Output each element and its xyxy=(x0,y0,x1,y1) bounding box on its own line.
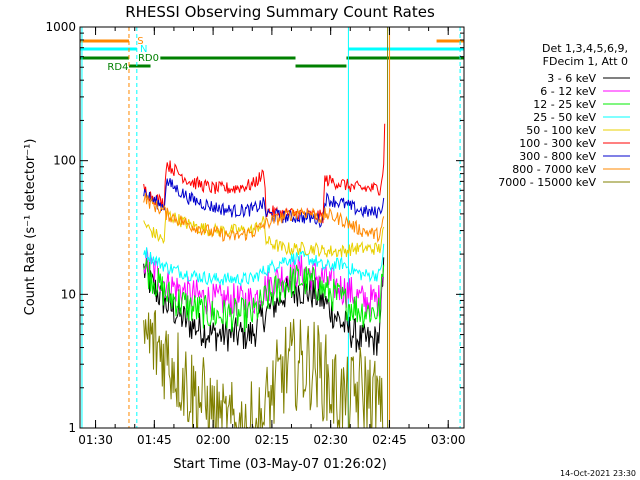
legend-header-line-2: FDecim 1, Att 0 xyxy=(543,55,628,68)
timestamp-label: 14-Oct-2021 23:30 xyxy=(560,469,636,478)
y-axis-label: Count Rate (s⁻¹ detector⁻¹) xyxy=(23,139,38,316)
legend-header-line-1: Det 1,3,4,5,6,9, xyxy=(542,42,628,55)
y-tick-label-3: 1000 xyxy=(45,20,76,34)
series-line-8 xyxy=(143,310,384,429)
legend-label-1: 6 - 12 keV xyxy=(540,85,596,98)
x-tick-label-6: 03:00 xyxy=(431,433,466,447)
plot-frame xyxy=(79,26,465,429)
series-line-3 xyxy=(143,243,385,287)
series-line-6 xyxy=(143,178,385,229)
legend-label-4: 50 - 100 keV xyxy=(526,124,596,137)
series-line-0 xyxy=(143,257,385,356)
x-axis-label: Start Time (03-May-07 01:26:02) xyxy=(173,457,387,472)
series-line-7 xyxy=(143,193,385,243)
y-tick-label-1: 10 xyxy=(61,287,76,301)
x-tick-label-4: 02:30 xyxy=(313,433,348,447)
x-tick-label-5: 02:45 xyxy=(372,433,407,447)
state-label-2: RD0 xyxy=(138,53,159,64)
y-tick-label-0: 1 xyxy=(68,421,76,435)
y-tick-label-2: 100 xyxy=(53,154,76,168)
legend-label-0: 3 - 6 keV xyxy=(547,72,596,85)
state-label-1: N xyxy=(140,44,147,55)
state-label-0: S xyxy=(137,36,143,47)
x-tick-label-3: 02:15 xyxy=(255,433,290,447)
series-line-5 xyxy=(143,123,386,224)
legend-label-5: 100 - 300 keV xyxy=(519,137,596,150)
legend-label-3: 25 - 50 keV xyxy=(533,111,596,124)
legend-label-8: 7000 - 15000 keV xyxy=(498,176,596,189)
legend: Det 1,3,4,5,6,9, FDecim 1, Att 0 3 - 6 k… xyxy=(498,42,630,189)
x-tick-label-1: 01:45 xyxy=(137,433,172,447)
x-tick-label-0: 01:30 xyxy=(78,433,113,447)
chart-title: RHESSI Observing Summary Count Rates xyxy=(125,3,435,21)
state-label-3: RD4 xyxy=(107,62,128,73)
legend-label-2: 12 - 25 keV xyxy=(533,98,596,111)
x-tick-label-2: 02:00 xyxy=(196,433,231,447)
series-line-4 xyxy=(143,209,385,258)
series-line-2 xyxy=(143,259,385,333)
legend-label-6: 300 - 800 keV xyxy=(519,150,596,163)
legend-label-7: 800 - 7000 keV xyxy=(512,163,596,176)
